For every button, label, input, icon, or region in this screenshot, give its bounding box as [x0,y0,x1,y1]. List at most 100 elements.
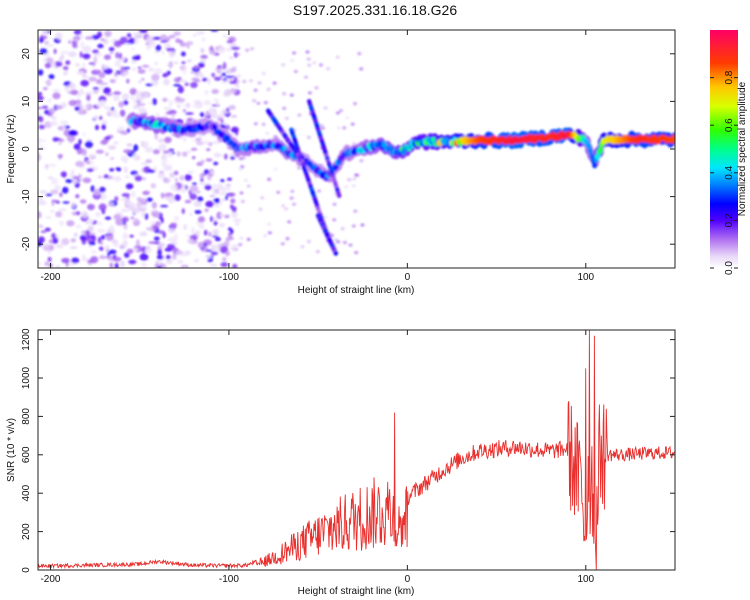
noise-speck [102,65,108,70]
noise-speck [200,247,205,251]
noise-speck [113,91,122,96]
noise-speck [88,76,97,82]
noise-speck [240,165,245,169]
noise-speck [154,132,158,140]
noise-speck [214,76,222,81]
noise-speck [73,143,81,150]
ridge-core [587,148,594,155]
noise-speck [101,119,108,126]
noise-speck [122,232,129,240]
noise-speck [326,67,331,71]
noise-speck [190,81,198,89]
noise-speck [160,217,164,224]
noise-speck [155,36,162,40]
noise-speck [287,220,292,224]
noise-speck [41,105,49,109]
noise-speck [211,244,215,251]
noise-speck [203,229,208,236]
noise-speck [181,208,185,215]
x-tick-label: -200 [40,574,60,585]
noise-speck [219,74,223,79]
noise-speck [44,62,52,69]
snr-y-label: SNR (10 * v/v) [6,418,17,482]
noise-speck [230,46,240,50]
noise-speck [65,179,74,183]
noise-speck [142,191,150,195]
noise-speck [50,115,57,120]
noise-speck [75,63,80,67]
noise-speck [173,61,179,64]
noise-speck [293,69,298,74]
noise-speck [62,201,70,204]
noise-speck [101,191,106,198]
noise-speck [50,209,55,214]
noise-speck [97,31,102,38]
noise-speck [260,196,265,200]
noise-speck [344,185,349,189]
noise-speck [126,33,132,38]
colorbar-label: Normalized spectral amplitude [737,81,748,216]
noise-speck [342,240,347,245]
noise-speck [239,191,244,195]
noise-speck [171,253,177,260]
x-tick-label: 0 [405,574,411,585]
noise-speck [128,259,137,265]
noise-speck [173,77,181,83]
noise-speck [290,189,295,193]
noise-speck [93,56,98,64]
noise-speck [135,90,144,99]
noise-speck [232,263,238,268]
noise-speck [160,192,165,199]
noise-speck [182,104,191,107]
noise-speck [38,138,43,142]
noise-speck [335,111,340,115]
noise-speck [59,138,65,142]
noise-speck [184,174,192,181]
noise-speck [342,126,347,130]
noise-speck [225,250,230,257]
noise-speck [234,220,240,227]
ridge-streak [333,250,338,256]
noise-speck [198,181,205,186]
noise-speck [243,178,248,182]
noise-speck [49,121,58,126]
noise-speck [185,234,191,238]
noise-speck [148,67,155,72]
noise-speck [252,99,257,103]
noise-speck [113,72,119,77]
noise-speck [142,141,149,147]
noise-speck [211,89,219,94]
noise-speck [118,125,125,131]
noise-speck [168,50,176,58]
noise-speck [150,183,157,189]
x-tick-label: -100 [219,272,239,283]
noise-speck [146,197,153,202]
noise-speck [224,195,228,201]
snr-panel: -200 -100 0 100 0 200 400 600 800 1000 1200 Heigh… [6,328,676,597]
colorbar-tick-label: 0.6 [724,118,735,132]
noise-speck [109,79,117,84]
noise-speck [169,172,175,178]
noise-speck [45,79,52,87]
noise-speck [263,101,268,105]
noise-speck [194,79,201,83]
noise-speck [104,136,111,140]
noise-speck [103,174,109,179]
noise-speck [71,257,80,264]
noise-speck [173,31,181,36]
noise-speck [213,98,218,102]
noise-speck [192,182,197,186]
y-tick-label: 1000 [21,366,32,389]
noise-speck [161,97,169,102]
noise-speck [222,61,227,70]
noise-speck [290,58,295,63]
noise-speck [205,200,214,208]
noise-speck [38,153,41,161]
noise-speck [113,214,122,220]
noise-speck [121,193,131,198]
noise-speck [103,67,113,75]
noise-speck [38,37,44,43]
noise-speck [120,66,124,73]
noise-speck [87,203,95,211]
noise-speck [80,79,89,87]
